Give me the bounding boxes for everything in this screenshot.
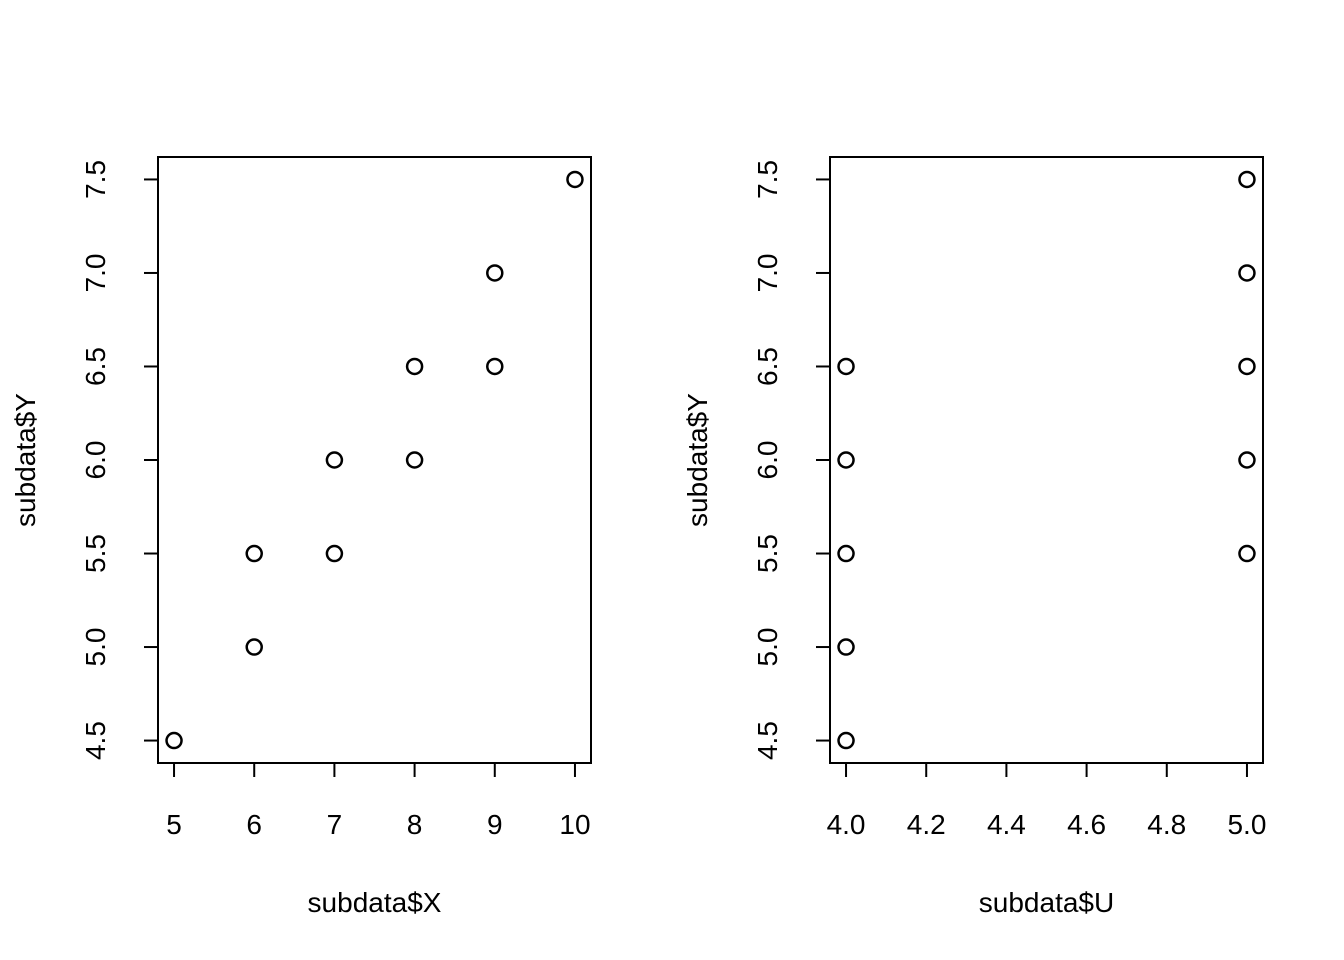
x-tick-label: 8 [407,809,423,840]
x-tick-label: 5 [166,809,182,840]
y-axis-label: subdata$Y [682,393,713,527]
y-tick-label: 5.5 [752,534,783,573]
x-tick-label: 9 [487,809,503,840]
x-tick-label: 4.4 [987,809,1026,840]
data-point [245,544,263,563]
data-point [405,357,424,376]
x-tick-label: 4.2 [907,809,946,840]
data-point [1238,264,1256,282]
y-tick-label: 5.5 [80,534,111,573]
y-tick-label: 7.0 [80,253,111,292]
x-tick-label: 4.0 [827,809,866,840]
y-tick-label: 7.5 [80,160,111,199]
data-point [325,451,344,469]
x-tick-label: 6 [246,809,262,840]
y-tick-label: 4.5 [80,721,111,760]
data-point [566,170,584,189]
data-point [486,357,504,376]
y-tick-label: 7.0 [752,253,783,292]
data-point [486,264,504,282]
data-point [325,544,344,563]
x-axis-label: subdata$X [308,887,442,918]
data-point [1238,170,1256,189]
x-axis-label: subdata$U [979,887,1114,918]
x-tick-label: 4.8 [1147,809,1186,840]
y-tick-label: 5.0 [80,628,111,667]
x-tick-label: 10 [559,809,590,840]
x-tick-label: 4.6 [1067,809,1106,840]
panel-1: 5 6 7 8 9 10 4.5 5.0 5.5 6.0 6.5 7.0 7.5 subdata$X sub… [10,156,592,918]
x-tick-label: 7 [327,809,343,840]
panel-2: 4.0 4.2 4.4 4.6 4.8 5.0 4.5 5.0 5.5 6.0 6.5 7.0 7.5 s… [682,156,1266,918]
plot-frame [157,156,592,764]
data-point [1238,544,1256,563]
data-point [837,544,855,563]
y-axis-label: subdata$Y [10,393,41,527]
y-tick-label: 6.5 [80,347,111,386]
data-point [405,451,424,469]
data-point [837,731,855,750]
data-point [245,638,263,656]
data-point [837,451,855,469]
y-tick-label: 5.0 [752,628,783,667]
x-tick-label: 5.0 [1227,809,1266,840]
data-point [837,357,855,376]
data-point [1238,357,1256,376]
y-tick-label: 6.5 [752,347,783,386]
data-point [1238,451,1256,469]
data-point [165,731,183,750]
y-tick-label: 4.5 [752,721,783,760]
y-tick-label: 6.0 [752,441,783,480]
data-point [837,638,855,656]
plot-frame [829,156,1264,764]
y-tick-label: 6.0 [80,441,111,480]
y-tick-label: 7.5 [752,160,783,199]
